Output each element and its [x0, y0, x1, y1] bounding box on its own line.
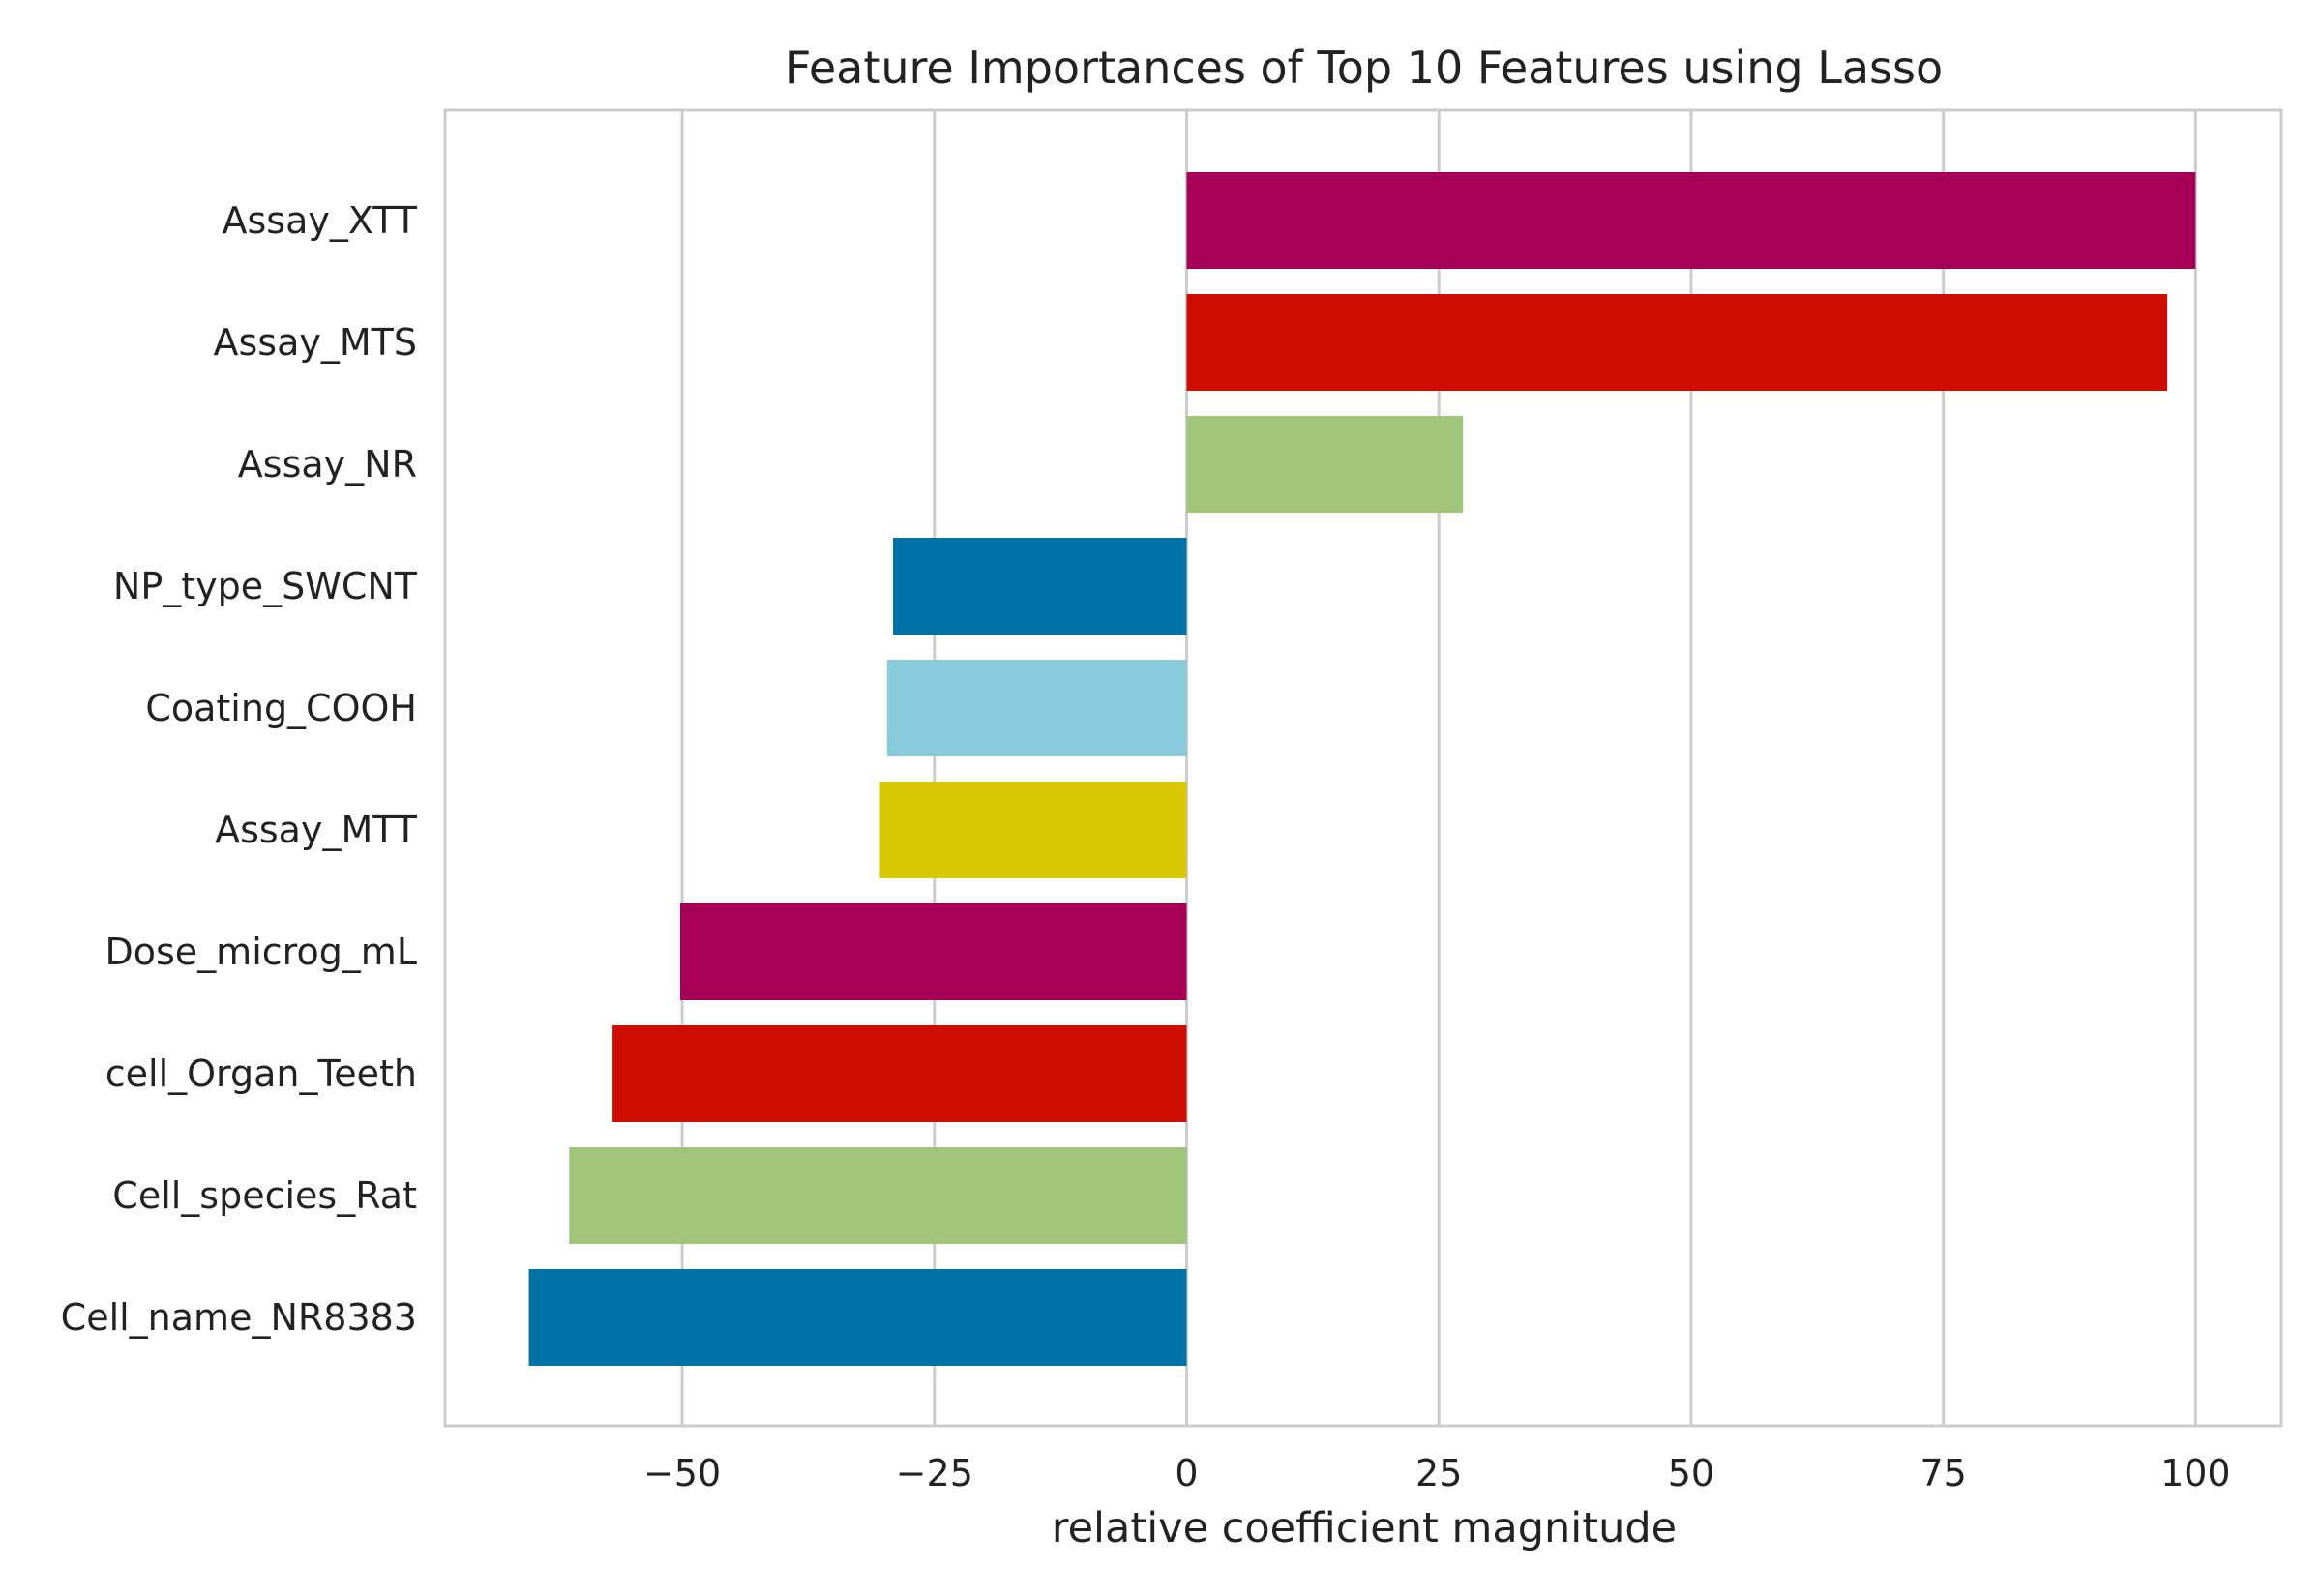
x-axis-label: relative coefficient magnitude [1052, 1504, 1677, 1552]
bar [679, 903, 1187, 1000]
y-tick-label: cell_Organ_Teeth [105, 1052, 417, 1095]
bars [528, 172, 2196, 1366]
plot-area-frame [443, 108, 2283, 1428]
y-tick-label: NP_type_SWCNT [113, 565, 418, 607]
chart-title: Feature Importances of Top 10 Features u… [786, 42, 1943, 94]
y-tick-label: Assay_MTT [215, 809, 418, 851]
x-tick-label: 25 [1415, 1452, 1462, 1494]
bar [893, 538, 1187, 635]
bar [528, 1269, 1187, 1366]
bar [1186, 294, 2168, 391]
x-tick-label: 75 [1920, 1452, 1966, 1494]
x-tick-label: 0 [1175, 1452, 1198, 1494]
y-tick-label: Assay_NR [238, 443, 417, 486]
bar [612, 1025, 1187, 1122]
y-axis-labels: Assay_XTT Assay_MTS Assay_NR NP_type_SWCNT C… [61, 199, 418, 1339]
y-tick-label: Coating_COOH [145, 687, 417, 729]
bar [569, 1147, 1187, 1244]
y-tick-label: Cell_name_NR8383 [61, 1296, 417, 1339]
bar [1186, 172, 2196, 269]
y-tick-label: Dose_microg_mL [105, 931, 418, 973]
y-tick-label: Cell_species_Rat [112, 1174, 417, 1217]
bar [1186, 416, 1464, 513]
x-tick-label: 50 [1668, 1452, 1714, 1494]
x-tick-label: 100 [2160, 1452, 2231, 1494]
y-tick-label: Assay_MTS [214, 321, 417, 364]
y-tick-label: Assay_XTT [223, 199, 418, 242]
bar [886, 660, 1187, 756]
x-axis-tick-labels: −50 −25 0 25 50 75 100 [643, 1452, 2231, 1494]
bar [879, 782, 1187, 878]
x-tick-label: −25 [896, 1452, 973, 1494]
x-tick-label: −50 [643, 1452, 721, 1494]
